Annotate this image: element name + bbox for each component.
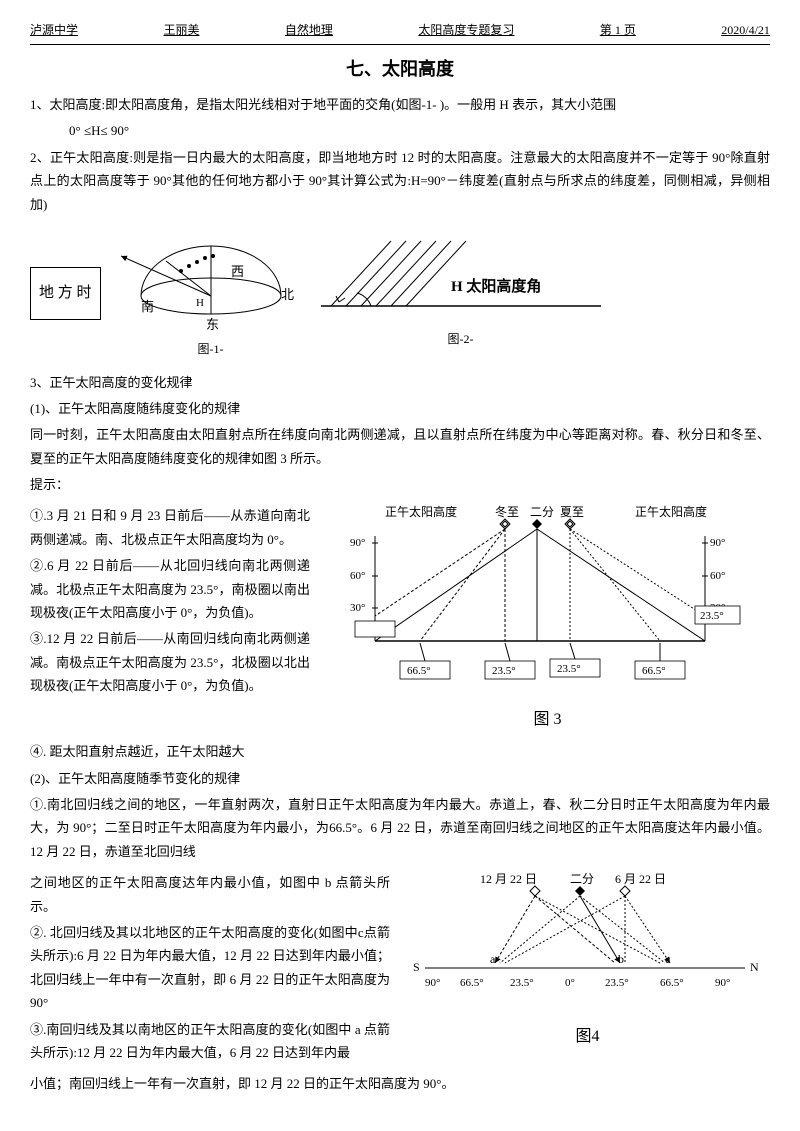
- para-1: 1、太阳高度:即太阳高度角，是指太阳光线相对于地平面的交角(如图-1- )。一般…: [30, 93, 770, 116]
- svg-text:90°: 90°: [350, 537, 365, 549]
- svg-text:H: H: [196, 297, 204, 309]
- svg-text:H 太阳高度角: H 太阳高度角: [451, 277, 541, 295]
- svg-text:66.5°: 66.5°: [642, 665, 666, 677]
- svg-text:正午太阳高度: 正午太阳高度: [635, 504, 707, 519]
- svg-text:正午太阳高度: 正午太阳高度: [385, 504, 457, 519]
- svg-text:66.5°: 66.5°: [407, 665, 431, 677]
- svg-text:66.5°: 66.5°: [660, 977, 684, 989]
- figure-1: 西 东 南 北 H 图-1-: [121, 226, 301, 361]
- tip-2: ②.6 月 22 日前后——从北回归线向南北两侧递减。北极点正午太阳高度为 23…: [30, 554, 310, 624]
- season-1b: 之间地区的正午太阳高度达年内最小值，如图中 b 点箭头所示。: [30, 871, 390, 918]
- subject: 自然地理: [285, 20, 333, 42]
- svg-text:0°: 0°: [565, 977, 575, 989]
- para-3-2: (2)、正午太阳高度随季节变化的规律: [30, 767, 770, 790]
- page-header: 泸源中学 王丽美 自然地理 太阳高度专题复习 第 1 页 2020/4/21: [30, 20, 770, 45]
- para-3-1: (1)、正午太阳高度随纬度变化的规律: [30, 397, 770, 420]
- school: 泸源中学: [30, 20, 78, 42]
- svg-text:90°: 90°: [710, 537, 725, 549]
- fig1-caption: 图-1-: [121, 339, 301, 361]
- svg-text:二分: 二分: [570, 872, 594, 886]
- fig2-caption: 图-2-: [321, 329, 601, 351]
- svg-text:90°: 90°: [425, 977, 440, 989]
- figure-row-1: 地 方 时 西 东 南 北 H 图-1-: [30, 226, 770, 361]
- page-num: 第 1 页: [600, 20, 636, 42]
- season-3: ③.南回归线及其以南地区的正午太阳高度的变化(如图中 a 点箭头所示):12 月…: [30, 1018, 390, 1065]
- svg-text:23.5°: 23.5°: [700, 610, 724, 622]
- figure-2: H 太阳高度角 图-2-: [321, 236, 601, 351]
- svg-text:60°: 60°: [350, 570, 365, 582]
- svg-text:30°: 30°: [350, 602, 365, 614]
- fig3-caption: 图 3: [325, 706, 770, 735]
- svg-text:a: a: [490, 952, 496, 966]
- figure-4: 12 月 22 日 二分 6 月 22 日 S N a b c 9: [405, 868, 770, 1067]
- tips-label: 提示：: [30, 473, 770, 496]
- svg-text:66.5°: 66.5°: [460, 977, 484, 989]
- svg-text:12 月 22 日: 12 月 22 日: [480, 872, 537, 886]
- svg-text:S: S: [413, 960, 420, 974]
- local-time-box: 地 方 时: [30, 267, 101, 320]
- topic: 太阳高度专题复习: [418, 20, 514, 42]
- svg-text:90°: 90°: [715, 977, 730, 989]
- svg-text:23.5°: 23.5°: [557, 663, 581, 675]
- svg-text:南: 南: [141, 299, 154, 314]
- season-3b: 小值；南回归线上一年有一次直射，即 12 月 22 日的正午太阳高度为 90°。: [30, 1072, 770, 1095]
- section-fig3: ①.3 月 21 日和 9 月 23 日前后——从赤道向南北两侧递减。南、北极点…: [30, 501, 770, 735]
- svg-text:N: N: [750, 960, 759, 974]
- svg-text:6 月 22 日: 6 月 22 日: [615, 872, 666, 886]
- figure-3: 正午太阳高度 冬至 二分 夏至 正午太阳高度 90° 60° 30° 90° 6…: [325, 501, 770, 735]
- svg-text:夏至: 夏至: [560, 505, 584, 519]
- svg-text:60°: 60°: [710, 570, 725, 582]
- section-fig4: 之间地区的正午太阳高度达年内最小值，如图中 b 点箭头所示。 ②. 北回归线及其…: [30, 868, 770, 1067]
- svg-text:23.5°: 23.5°: [605, 977, 629, 989]
- teacher: 王丽美: [163, 20, 199, 42]
- svg-text:冬至: 冬至: [495, 504, 519, 519]
- svg-text:b: b: [618, 952, 624, 966]
- date: 2020/4/21: [721, 20, 770, 42]
- svg-text:二分: 二分: [530, 505, 554, 519]
- fig4-caption: 图4: [405, 1023, 770, 1052]
- tip-1: ①.3 月 21 日和 9 月 23 日前后——从赤道向南北两侧递减。南、北极点…: [30, 504, 310, 551]
- para-1b: 0° ≤H≤ 90°: [30, 119, 770, 142]
- svg-text:23.5°: 23.5°: [510, 977, 534, 989]
- tip-4: ④. 距太阳直射点越近，正午太阳越大: [30, 740, 770, 763]
- para-2: 2、正午太阳高度:则是指一日内最大的太阳高度，即当地地方时 12 时的太阳高度。…: [30, 146, 770, 216]
- season-1: ①.南北回归线之间的地区，一年直射两次，直射日正午太阳高度为年内最大。赤道上，春…: [30, 793, 770, 863]
- svg-text:东: 东: [206, 317, 219, 332]
- tip-3: ③.12 月 22 日前后——从南回归线向南北两侧递减。南极点正午太阳高度为 2…: [30, 627, 310, 697]
- para-3-1a: 同一时刻，正午太阳高度由太阳直射点所在纬度向南北两侧递减，且以直射点所在纬度为中…: [30, 423, 770, 470]
- season-2: ②. 北回归线及其以北地区的正午太阳高度的变化(如图中c点箭头所示):6 月 2…: [30, 921, 390, 1015]
- svg-text:北: 北: [281, 287, 294, 302]
- main-title: 七、太阳高度: [30, 53, 770, 85]
- svg-text:23.5°: 23.5°: [492, 665, 516, 677]
- svg-text:西: 西: [231, 264, 244, 279]
- para-3: 3、正午太阳高度的变化规律: [30, 371, 770, 394]
